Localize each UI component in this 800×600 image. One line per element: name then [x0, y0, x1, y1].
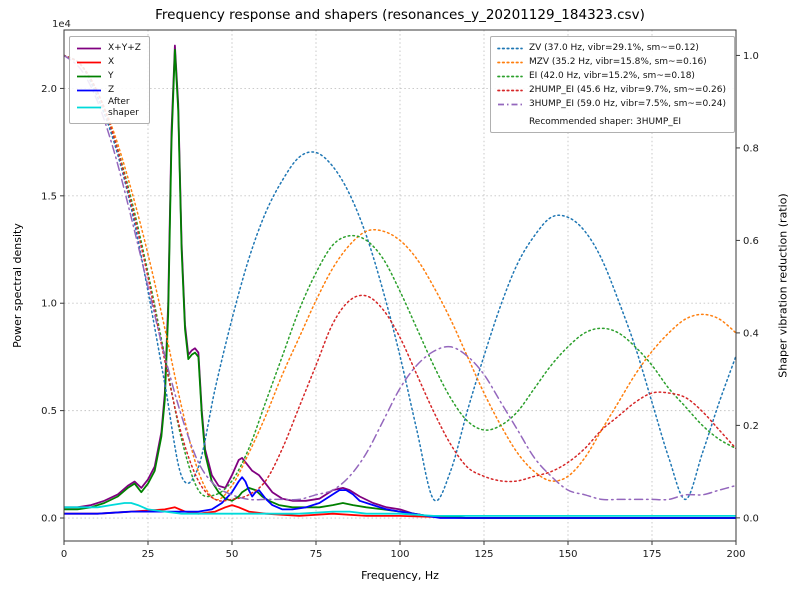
- y-left-tick-label: 0.0: [41, 514, 57, 525]
- legend-line-swatch: [77, 89, 101, 91]
- legend-line-swatch: [497, 61, 523, 63]
- y-axis-label-right: Shaper vibration reduction (ratio): [776, 193, 790, 378]
- chart-title: Frequency response and shapers (resonanc…: [155, 7, 645, 23]
- x-tick-label: 75: [310, 549, 323, 560]
- legend-shapers: ZV (37.0 Hz, vibr=29.1%, sm~=0.12) MZV (3…: [489, 36, 735, 133]
- x-tick-label: 200: [726, 549, 745, 560]
- shaper-line-mzv: [64, 54, 736, 501]
- legend-label: X: [108, 56, 115, 67]
- psd-line-z: [64, 476, 736, 519]
- recommended-shaper-note: Recommended shaper: 3HUMP_EI: [528, 117, 682, 127]
- shaper-line-3hump-ei: [64, 54, 736, 501]
- psd-line-after-shaper: [64, 502, 736, 517]
- legend-item-2hump-ei-45-6-hz-vibr-9-7-sm-0-26: 2HUMP_EI (45.6 Hz, vibr=9.7%, sm~=0.26): [497, 83, 726, 97]
- legend-line-swatch: [77, 61, 101, 63]
- y-right-tick-label: 0.8: [743, 143, 759, 154]
- y-axis-label-right-wrap: Shaper vibration reduction (ratio): [772, 30, 794, 541]
- psd-line-x: [64, 504, 736, 519]
- x-tick-label: 25: [142, 549, 155, 560]
- legend-line-swatch: [497, 89, 523, 91]
- x-tick-label: 125: [474, 549, 493, 560]
- y-right-tick-label: 1.0: [743, 51, 759, 62]
- y-axis-label-left-wrap: Power spectral density: [6, 30, 28, 541]
- legend-label: Z: [108, 84, 115, 95]
- x-tick-label: 50: [226, 549, 239, 560]
- y-left-tick-label: 0.5: [41, 406, 57, 417]
- x-tick-label: 100: [390, 549, 409, 560]
- legend-label: X+Y+Z: [108, 42, 141, 53]
- legend-item-ei-42-0-hz-vibr-15-2-sm-0-18: EI (42.0 Hz, vibr=15.2%, sm~=0.18): [497, 69, 726, 83]
- y-left-tick-label: 1.0: [41, 299, 57, 310]
- legend-line-swatch: [77, 47, 101, 49]
- legend-line-swatch: [77, 75, 101, 77]
- legend-label: ZV (37.0 Hz, vibr=29.1%, sm~=0.12): [528, 42, 699, 53]
- legend-item-y: Y: [76, 69, 141, 83]
- y-left-tick-label: 2.0: [41, 84, 57, 95]
- legend-item-z: Z: [76, 83, 141, 97]
- y-left-tick-label: 1.5: [41, 191, 57, 202]
- x-axis-label: Frequency, Hz: [361, 569, 439, 582]
- x-tick-label: 150: [558, 549, 577, 560]
- x-tick-label: 175: [642, 549, 661, 560]
- axis-offset-text: 1e4: [52, 19, 71, 30]
- legend-label: EI (42.0 Hz, vibr=15.2%, sm~=0.18): [528, 70, 695, 81]
- legend-line-swatch: [77, 106, 101, 109]
- legend-line-swatch: [497, 75, 523, 77]
- legend-line-swatch: [497, 103, 522, 105]
- y-axis-label-left: Power spectral density: [10, 223, 24, 348]
- legend-item-mzv-35-2-hz-vibr-15-8-sm-0-16: MZV (35.2 Hz, vibr=15.8%, sm~=0.16): [497, 55, 726, 69]
- legend-line-swatch: [497, 47, 523, 49]
- y-right-tick-label: 0.0: [743, 513, 759, 524]
- legend-item-after-shaper: After shaper: [76, 97, 141, 119]
- legend-label: 3HUMP_EI (59.0 Hz, vibr=7.5%, sm~=0.24): [528, 98, 726, 109]
- legend-item-x: X: [76, 55, 141, 69]
- legend-label: MZV (35.2 Hz, vibr=15.8%, sm~=0.16): [528, 56, 707, 67]
- legend-label: 2HUMP_EI (45.6 Hz, vibr=9.7%, sm~=0.26): [528, 84, 726, 95]
- legend-item-zv-37-0-hz-vibr-29-1-sm-0-12: ZV (37.0 Hz, vibr=29.1%, sm~=0.12): [497, 41, 726, 55]
- y-right-tick-label: 0.4: [743, 328, 759, 339]
- legend-psd: X+Y+Z X Y Z After shaper: [69, 36, 150, 124]
- legend-item-x-y-z: X+Y+Z: [76, 41, 141, 55]
- psd-line-y: [64, 48, 736, 519]
- x-tick-label: 0: [61, 549, 67, 560]
- y-right-tick-label: 0.2: [743, 421, 759, 432]
- y-right-tick-label: 0.6: [743, 236, 759, 247]
- shaper-line-ei: [64, 54, 736, 498]
- legend-label: After shaper: [108, 97, 139, 118]
- legend-item-3hump-ei-59-0-hz-vibr-7-5-sm-0-24: 3HUMP_EI (59.0 Hz, vibr=7.5%, sm~=0.24): [497, 97, 726, 111]
- legend-label: Y: [108, 70, 114, 81]
